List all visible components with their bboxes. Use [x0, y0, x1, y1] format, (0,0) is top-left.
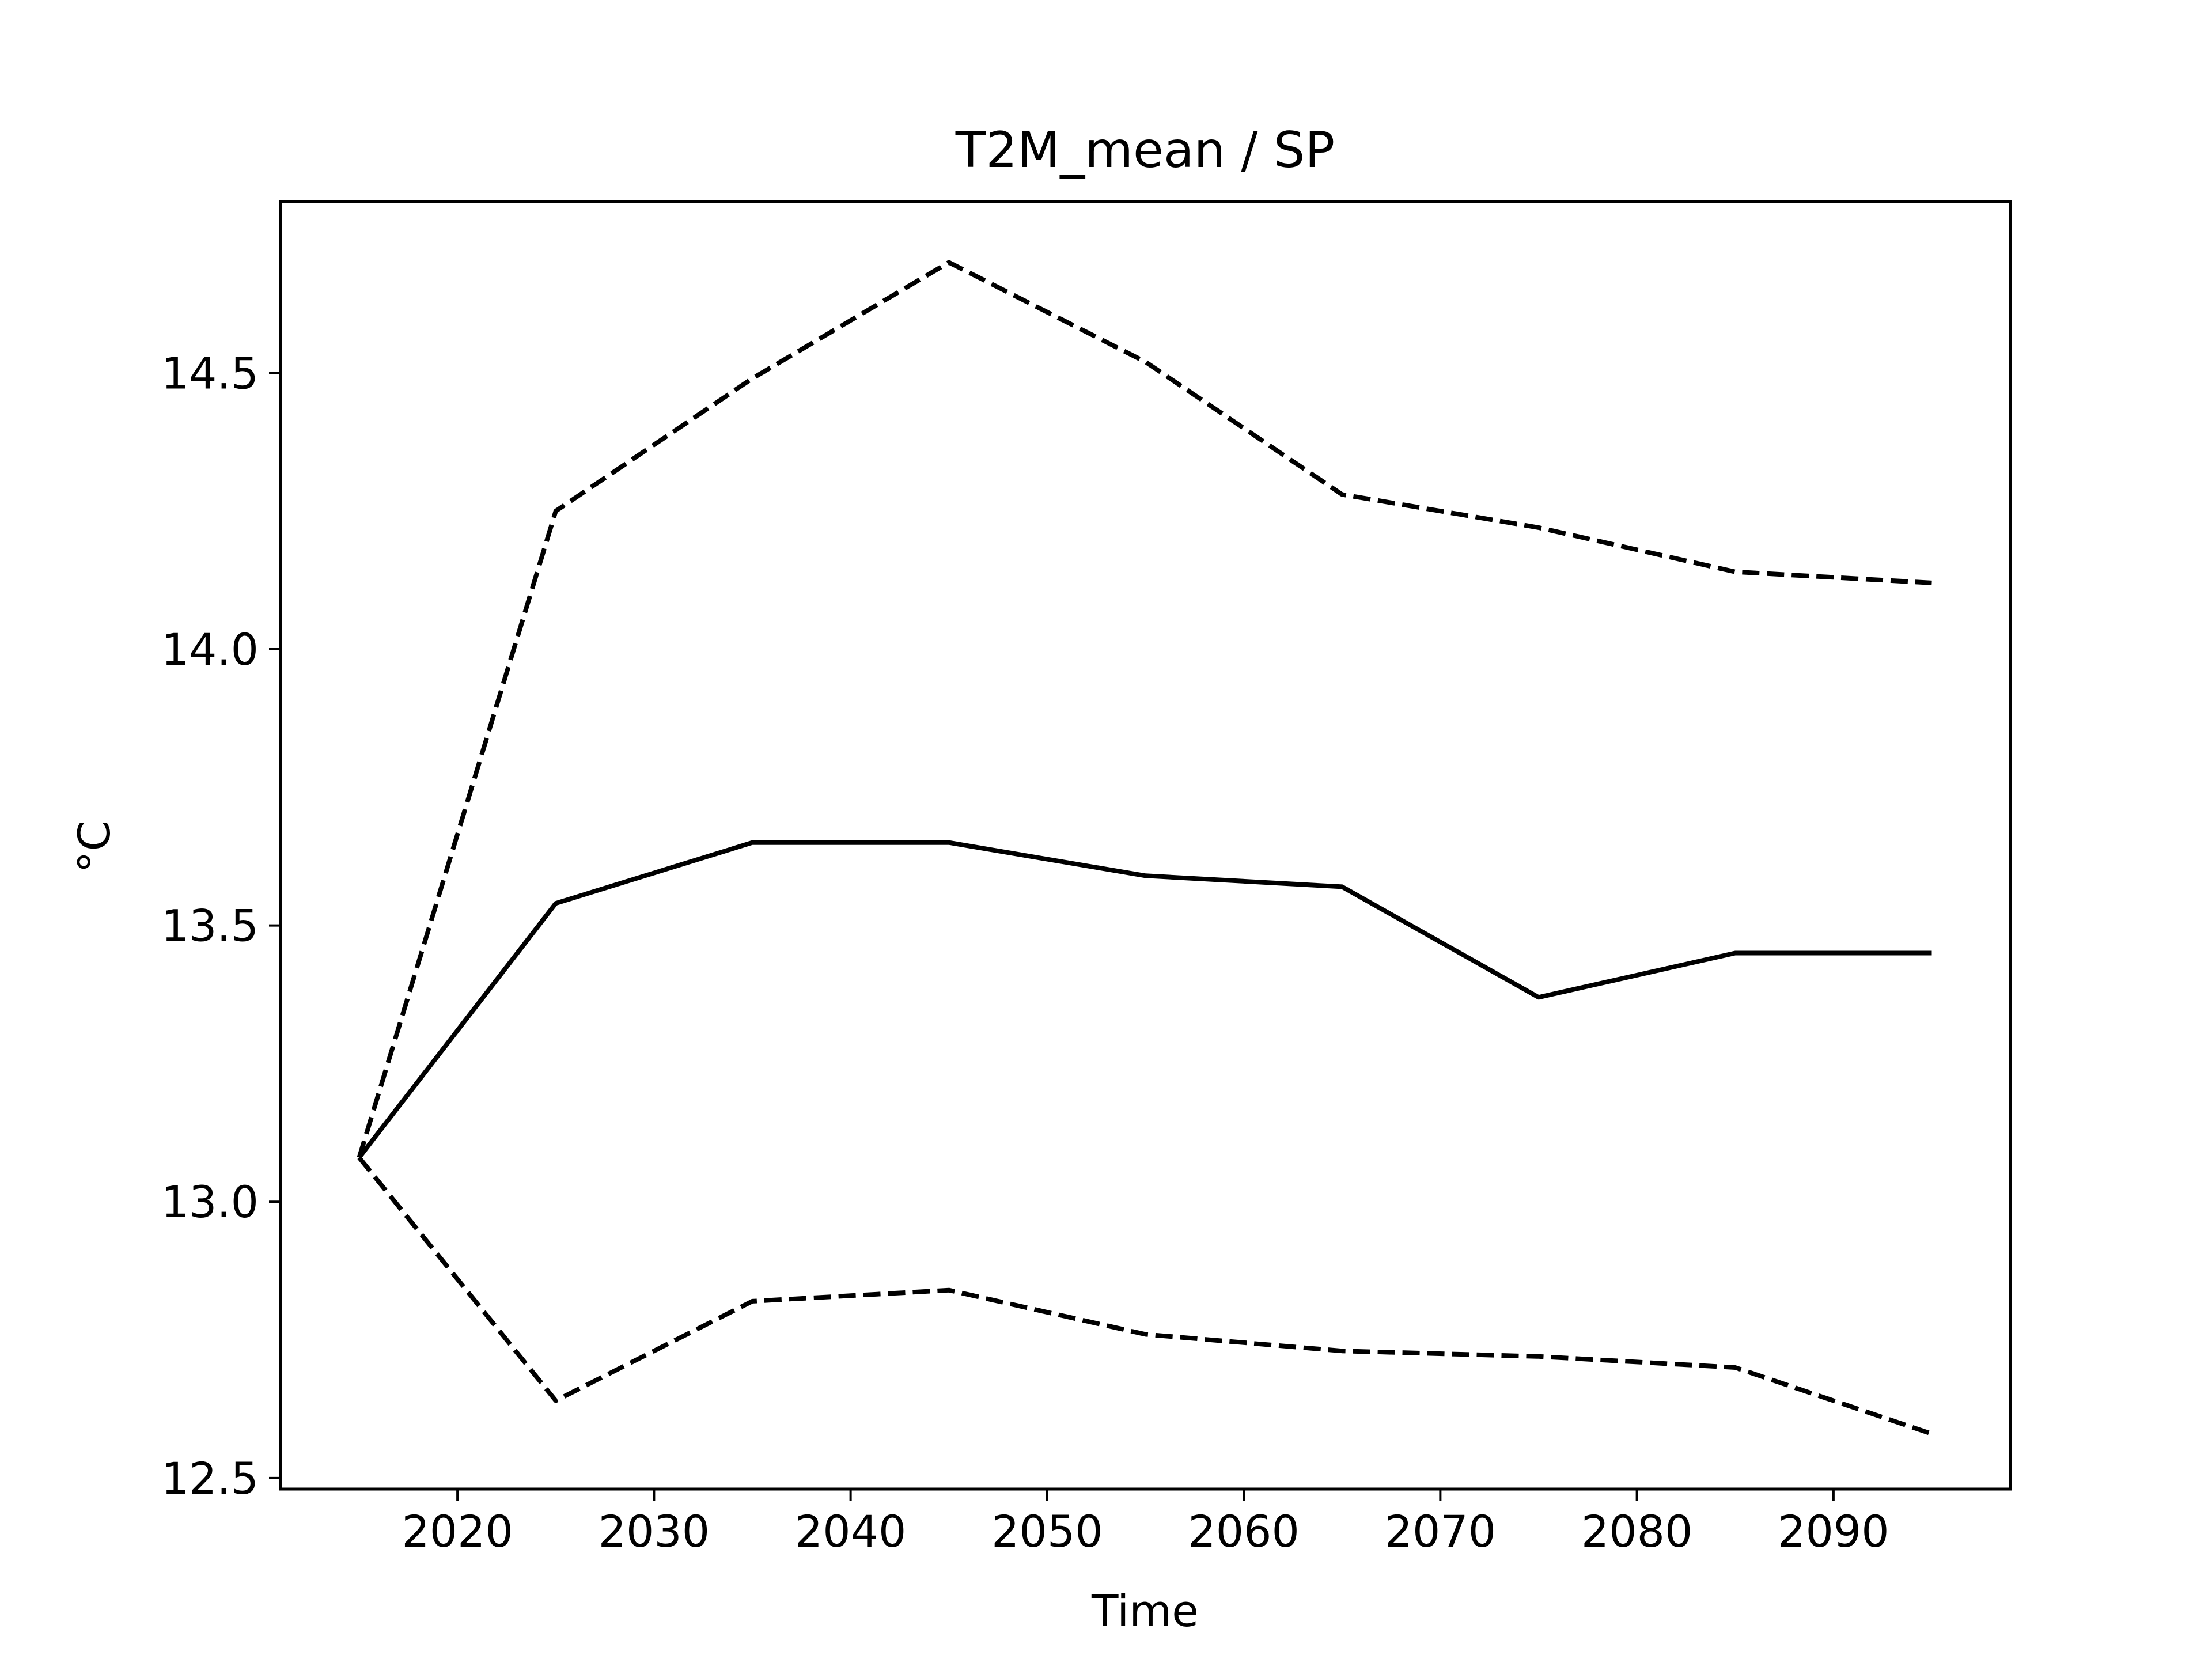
y-tick-label: 13.0	[161, 1176, 259, 1228]
plot-frame	[279, 200, 2012, 1491]
y-tick-label: 14.0	[161, 624, 259, 675]
y-tick-label: 13.5	[161, 900, 259, 952]
x-tick-label: 2090	[1778, 1506, 1889, 1557]
x-tick-label: 2050	[991, 1506, 1103, 1557]
y-tick-label: 14.5	[161, 347, 259, 399]
x-axis-label: Time	[1091, 1585, 1199, 1637]
x-tick-label: 2070	[1385, 1506, 1496, 1557]
series-line-1	[357, 260, 1932, 1158]
series-line-2	[357, 840, 1932, 1159]
y-tick-label: 12.5	[161, 1453, 259, 1504]
x-tick-label: 2040	[795, 1506, 906, 1557]
y-axis-label: °C	[69, 820, 120, 873]
series-line-3	[357, 1156, 1933, 1436]
x-tick-label: 2080	[1581, 1506, 1692, 1557]
x-tick-label: 2030	[599, 1506, 710, 1557]
chart-title: T2M_mean / SP	[955, 122, 1335, 179]
x-tick-label: 2060	[1188, 1506, 1299, 1557]
x-axis: 2020 2030 2040 2050 2060 2070 2080 2090	[402, 1489, 1889, 1557]
plot-area	[357, 260, 1933, 1436]
x-tick-label: 2020	[402, 1506, 513, 1557]
y-axis: 12.5 13.0 13.5 14.0 14.5	[161, 347, 281, 1504]
